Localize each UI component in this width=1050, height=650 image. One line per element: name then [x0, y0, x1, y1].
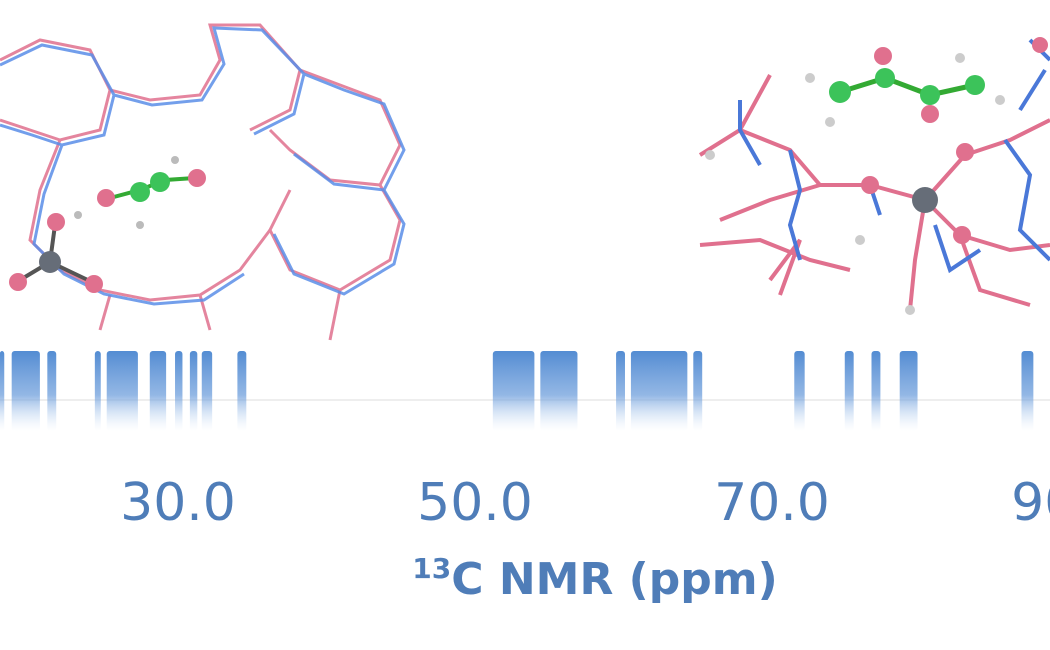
band-12	[616, 351, 625, 431]
x-axis-label-sup: 13	[412, 552, 451, 585]
tick-label-2: 70.0	[714, 473, 830, 533]
band-16	[844, 351, 854, 431]
tick-label-3: 90.0	[1011, 473, 1050, 533]
band-9	[237, 351, 247, 431]
band-15	[794, 351, 805, 431]
tick-label-0: 30.0	[120, 473, 236, 533]
right-network-structure	[698, 37, 1050, 315]
band-11	[540, 351, 578, 431]
band-13	[630, 351, 688, 431]
band-17	[871, 351, 881, 431]
left-framework-structure	[0, 23, 406, 341]
band-10	[492, 351, 535, 431]
bars-group	[0, 351, 1034, 431]
band-2	[47, 351, 57, 431]
x-axis-label: 13C NMR (ppm)	[412, 552, 777, 605]
band-5	[149, 351, 167, 431]
band-0	[0, 351, 5, 431]
band-19	[1021, 351, 1034, 431]
x-axis-label-main: C NMR (ppm)	[451, 554, 777, 605]
band-6	[175, 351, 183, 431]
band-1	[11, 351, 40, 431]
band-18	[899, 351, 918, 431]
band-4	[106, 351, 138, 431]
band-14	[693, 351, 703, 431]
band-3	[94, 351, 101, 431]
tick-label-1: 50.0	[417, 473, 533, 533]
band-7	[189, 351, 198, 431]
tick-labels: 30.0 50.0 70.0 90.0	[120, 473, 1050, 533]
band-8	[201, 351, 213, 431]
